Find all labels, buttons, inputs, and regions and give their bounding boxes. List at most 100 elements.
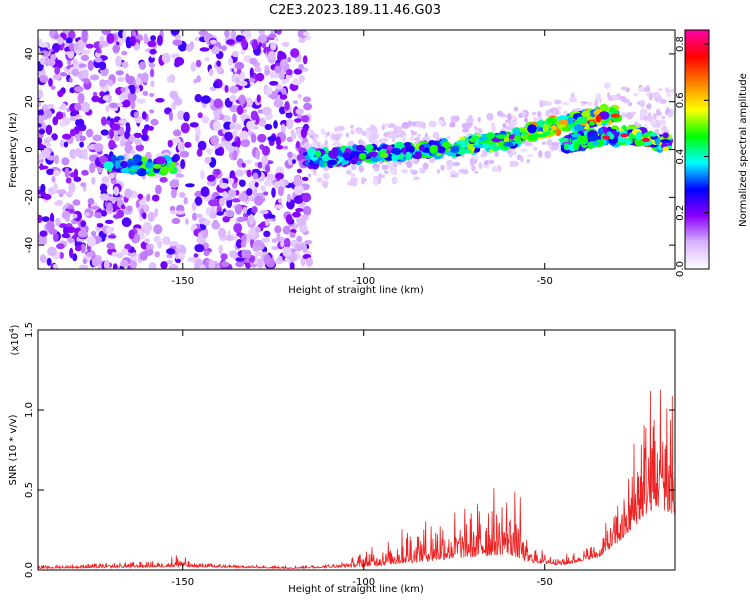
spectrogram-noise-blob <box>298 38 306 43</box>
spectrogram-noise-blob <box>268 33 277 39</box>
spectrogram-noise-blob <box>148 63 156 68</box>
spectrogram-haze-blob <box>426 136 431 142</box>
spectrogram-noise-blob <box>208 209 218 219</box>
spectrogram-noise-blob <box>141 111 147 120</box>
spectrogram-haze-blob <box>570 92 575 99</box>
spectrogram-haze-blob <box>667 112 673 118</box>
spectrogram-haze-blob <box>634 121 639 126</box>
spectrogram-noise-blob <box>227 189 237 198</box>
spectrogram-noise-blob <box>279 94 288 100</box>
spectrogram-noise-blob <box>79 141 84 148</box>
spectrogram-haze-blob <box>520 148 528 152</box>
spectrogram-noise-blob <box>218 197 225 207</box>
spectrogram-noise-blob <box>256 72 265 82</box>
spectrogram-haze-blob <box>527 153 534 158</box>
spectrogram-haze-blob <box>482 163 490 169</box>
spectrogram-noise-blob <box>260 185 266 192</box>
spectrogram-noise-blob <box>71 68 80 77</box>
spectrogram-trace-blob <box>662 146 670 151</box>
x-tick-label: -50 <box>537 276 553 287</box>
spectrogram-haze-blob <box>520 155 524 163</box>
spectrogram-noise-blob <box>142 204 150 213</box>
spectrogram-noise-blob <box>81 148 88 158</box>
spectrogram-noise-blob <box>292 211 301 218</box>
spectrogram-trace-blob <box>608 133 615 140</box>
spectrogram-noise-blob <box>50 85 56 90</box>
colorbar-tick-label: 0.4 <box>675 149 686 165</box>
y-tick-label: 20 <box>24 95 35 108</box>
spectrogram-noise-blob <box>298 63 304 70</box>
spectrogram-noise-blob <box>124 188 133 199</box>
spectrogram-noise-blob <box>226 230 232 236</box>
spectrogram-noise-blob <box>213 98 223 109</box>
spectrogram-noise-blob <box>147 211 155 222</box>
spectrogram-noise-blob <box>196 236 206 244</box>
spectrogram-noise-blob <box>106 33 115 44</box>
spectrogram-noise-blob <box>120 248 129 255</box>
spectrogram-noise-blob <box>122 99 131 108</box>
spectrogram-noise-blob <box>240 240 247 248</box>
spectrogram-haze-blob <box>382 123 389 127</box>
spectrogram-noise-blob <box>142 91 149 96</box>
spectrogram-noise-blob <box>273 120 278 129</box>
spectrogram-noise-blob <box>235 261 244 268</box>
spectrogram-noise-blob <box>38 38 43 47</box>
spectrogram-noise-blob <box>74 86 84 93</box>
spectrogram-noise-blob <box>77 92 85 104</box>
spectrogram-noise-blob <box>78 63 87 68</box>
spectrogram-noise-blob <box>191 201 197 211</box>
spectrogram-noise-blob <box>135 77 141 86</box>
spectrogram-x-ticks: -150 -100 -50 <box>171 30 553 287</box>
spectrogram-noise-blob <box>56 189 67 195</box>
spectrogram-noise-blob <box>178 252 185 259</box>
spectrogram-trace-blob <box>419 144 425 152</box>
spectrogram-noise-blob <box>113 186 120 196</box>
spectrogram-noise-blob <box>47 246 57 257</box>
spectrogram-noise-blob <box>295 208 304 213</box>
spectrogram-noise-blob <box>238 192 248 202</box>
spectrogram-noise-blob <box>115 70 125 76</box>
spectrogram-noise-blob <box>54 66 61 75</box>
spectrogram-noise-blob <box>117 76 125 82</box>
spectrogram-noise-blob <box>86 236 96 247</box>
spectrogram-noise-blob <box>284 257 289 263</box>
spectrogram-noise-blob <box>205 207 211 216</box>
spectrogram-haze-blob <box>311 142 318 148</box>
spectrogram-y-ticks: -40 -20 0 20 40 <box>24 48 675 253</box>
spectrogram-noise-blob <box>87 60 94 71</box>
spectrogram-haze-blob <box>510 160 519 166</box>
spectrogram-trace-blob <box>342 152 351 160</box>
spectrogram-haze-blob <box>620 86 627 91</box>
spectrogram-trace-blob <box>576 116 588 124</box>
spectrogram-noise-blob <box>228 57 234 66</box>
spectrogram-haze-blob <box>350 129 355 135</box>
spectrogram-noise-blob <box>267 50 276 60</box>
spectrogram-noise-blob <box>38 109 44 117</box>
spectrogram-noise-blob <box>219 182 229 189</box>
spectrogram-noise-blob <box>209 39 217 44</box>
spectrogram-noise-blob <box>40 50 49 57</box>
spectrogram-haze-blob <box>539 100 544 108</box>
spectrogram-trace-blob <box>561 126 572 132</box>
spectrogram-noise-blob <box>45 124 53 135</box>
spectrogram-haze-blob <box>334 126 339 133</box>
spectrogram-haze-blob <box>402 135 406 143</box>
spectrogram-noise-blob <box>53 34 59 40</box>
spectrogram-noise-blob <box>235 239 243 249</box>
spectrogram-haze-blob <box>581 102 585 107</box>
spectrogram-noise-blob <box>174 34 181 40</box>
spectrogram-trace-blob <box>120 168 130 173</box>
spectrogram-noise-blob <box>291 132 297 140</box>
spectrogram-noise-blob <box>253 239 263 247</box>
spectrogram-noise-blob <box>231 74 236 83</box>
spectrogram-noise-blob <box>159 176 168 183</box>
spectrogram-noise-blob <box>46 168 55 175</box>
spectrogram-trace-blob <box>140 156 149 163</box>
spectrogram-haze-blob <box>656 108 661 117</box>
spectrogram-noise-blob <box>283 237 291 249</box>
spectrogram-trace-blob <box>164 166 171 171</box>
spectrogram-noise-blob <box>46 58 56 66</box>
spectrogram-noise-blob <box>144 238 150 244</box>
spectrogram-noise-blob <box>81 169 89 176</box>
spectrogram-trace-blob <box>536 133 547 138</box>
